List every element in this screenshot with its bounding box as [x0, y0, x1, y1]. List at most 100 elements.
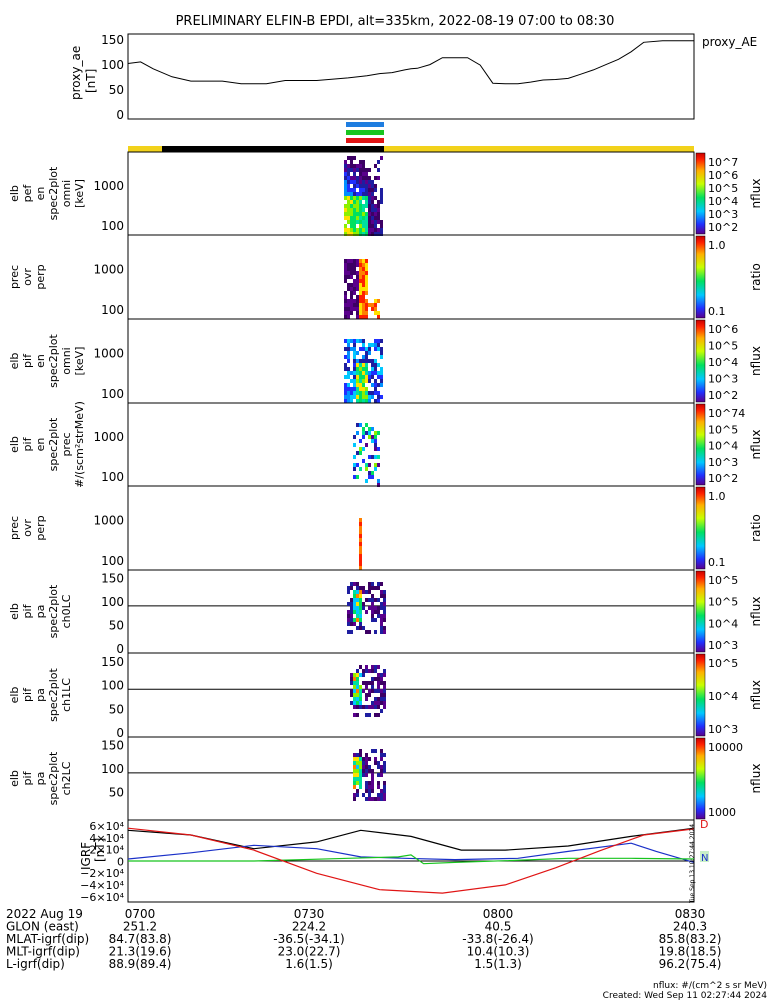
spectrogram-cell: [350, 399, 353, 403]
spectrogram-cell: [353, 693, 356, 697]
spectrogram-cell: [383, 673, 386, 677]
spectrogram-cell: [359, 534, 362, 538]
spectrogram-cell: [356, 705, 359, 709]
spectrogram-cell: [362, 773, 365, 777]
spectrogram-cell: [347, 168, 350, 172]
spectrogram-cell: [383, 618, 386, 622]
panel-frame: [127, 151, 695, 236]
spectrogram-cell: [353, 689, 356, 693]
spectrogram-cell: [380, 383, 383, 387]
spectrogram-cell: [362, 435, 365, 439]
panel-ylabel: en: [34, 354, 47, 368]
igrf-line-green: [128, 854, 695, 865]
spectrogram-cell: [347, 216, 350, 220]
spectrogram-cell: [344, 295, 347, 299]
spectrogram-cell: [359, 176, 362, 180]
spectrogram-cell: [368, 463, 371, 467]
spectrogram-cell: [368, 785, 371, 789]
spectrogram-cell: [368, 689, 371, 693]
spectrogram-cell: [377, 761, 380, 765]
spectrogram-cell: [359, 216, 362, 220]
panel-p4: elb pif en spec2plot prec #/(scm²strMeV) 1000 1…: [8, 401, 763, 488]
spectrogram-cell: [371, 618, 374, 622]
spectrogram-cell: [362, 769, 365, 773]
spectrogram-cell: [359, 518, 362, 522]
spectrogram-cell: [371, 184, 374, 188]
spectrogram-cell: [365, 789, 368, 793]
spectrogram-cell: [362, 606, 365, 610]
spectrogram-cell: [365, 697, 368, 701]
spectrogram-cell: [350, 259, 353, 263]
spectrogram-cell: [359, 705, 362, 709]
spectrogram-cell: [353, 391, 356, 395]
spectrogram-cell: [344, 279, 347, 283]
spectrogram-cell: [365, 685, 368, 689]
spectrogram-cell: [359, 665, 362, 669]
spectrogram-cell: [383, 685, 386, 689]
spectrogram-cell: [344, 259, 347, 263]
spectrogram-cell: [362, 180, 365, 184]
spectrogram-cell: [353, 701, 356, 705]
spectrogram-cell: [359, 347, 362, 351]
spectrogram-cell: [356, 259, 359, 263]
science-zone-markers: [128, 122, 694, 152]
spectrogram-cell: [359, 184, 362, 188]
colorbar-tick: 10^2: [708, 221, 738, 234]
spectrogram-cell: [380, 618, 383, 622]
spectrogram-cell: [344, 176, 347, 180]
spectrogram-cell: [359, 196, 362, 200]
spectrogram-cell: [359, 602, 362, 606]
colorbar-label: nflux: [749, 346, 763, 376]
spectrogram-cell: [353, 204, 356, 208]
spectrogram-cell: [362, 673, 365, 677]
spectrogram-cell: [353, 164, 356, 168]
ephem-cell: 1.6(1.5): [285, 957, 333, 971]
spectrogram-cell: [353, 156, 356, 160]
spectrogram-cell: [353, 681, 356, 685]
spectrogram-cell: [359, 307, 362, 311]
spectrogram-cell: [374, 431, 377, 435]
panel-ylabel: elb: [8, 687, 21, 704]
spectrogram-cell: [362, 395, 365, 399]
spectrogram-cell: [347, 343, 350, 347]
igrf-line-black: [127, 827, 695, 851]
spectrogram-cell: [365, 180, 368, 184]
spectrogram-cell: [347, 196, 350, 200]
spectrogram-cell: [353, 606, 356, 610]
spectrogram-cell: [374, 339, 377, 343]
spectrogram-cell: [374, 220, 377, 224]
spectrogram-cell: [371, 359, 374, 363]
spectrogram-cell: [368, 391, 371, 395]
spectrogram-cell: [371, 689, 374, 693]
spectrogram-cell: [353, 602, 356, 606]
spectrogram-cell: [362, 172, 365, 176]
spectrogram-cell: [344, 216, 347, 220]
spectrogram-cell: [362, 626, 365, 630]
orbit-bar-yellow: [128, 146, 694, 152]
spectrogram-cell: [353, 435, 356, 439]
spectrogram-cell: [380, 693, 383, 697]
spectrogram-cell: [383, 697, 386, 701]
spectrogram-cell: [374, 713, 377, 717]
plot-stamp: Tue Sep 13 10:27:44 2024: [689, 824, 696, 904]
spectrogram-cell: [353, 232, 356, 236]
spectrogram-cell: [344, 172, 347, 176]
panel-ylabel: ovr: [21, 268, 34, 286]
spectrogram-cell: [374, 184, 377, 188]
footer-units: nflux: #/(cm^2 s sr MeV): [653, 981, 767, 991]
spectrogram-cell: [374, 677, 377, 681]
spectrogram-cell: [347, 307, 350, 311]
spectrogram-cell: [371, 375, 374, 379]
spectrogram-cell: [356, 673, 359, 677]
spectrogram-cell: [353, 180, 356, 184]
spectrogram-cell: [374, 216, 377, 220]
spectrogram-cell: [353, 673, 356, 677]
spectrogram-cell: [380, 789, 383, 793]
spectrogram-cell: [353, 797, 356, 801]
spectrogram-cell: [347, 267, 350, 271]
spectrogram-cell: [347, 192, 350, 196]
spectrogram-cell: [362, 168, 365, 172]
spectrogram-cell: [362, 447, 365, 451]
spectrogram-cell: [380, 220, 383, 224]
